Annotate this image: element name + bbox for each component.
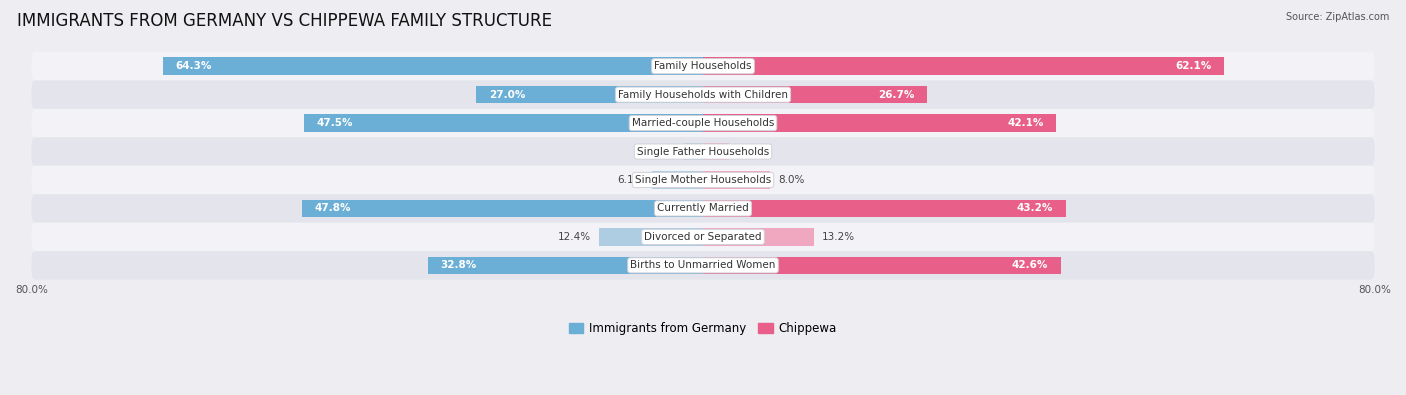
FancyBboxPatch shape <box>31 81 1375 109</box>
Text: Single Mother Households: Single Mother Households <box>636 175 770 185</box>
Text: Births to Unmarried Women: Births to Unmarried Women <box>630 260 776 270</box>
Bar <box>302 199 703 217</box>
Bar <box>163 57 703 75</box>
Text: Divorced or Separated: Divorced or Separated <box>644 232 762 242</box>
FancyBboxPatch shape <box>31 194 1375 223</box>
Bar <box>427 256 703 274</box>
Text: 42.1%: 42.1% <box>1008 118 1043 128</box>
Text: 3.1%: 3.1% <box>737 147 763 156</box>
Legend: Immigrants from Germany, Chippewa: Immigrants from Germany, Chippewa <box>565 317 841 340</box>
Text: 62.1%: 62.1% <box>1175 61 1212 71</box>
Bar <box>703 256 1060 274</box>
Text: 42.6%: 42.6% <box>1012 260 1047 270</box>
Text: 2.3%: 2.3% <box>648 147 675 156</box>
FancyBboxPatch shape <box>31 166 1375 194</box>
Text: 43.2%: 43.2% <box>1017 203 1053 213</box>
Bar <box>703 86 927 103</box>
Text: 13.2%: 13.2% <box>823 232 855 242</box>
FancyBboxPatch shape <box>31 52 1375 81</box>
FancyBboxPatch shape <box>31 223 1375 251</box>
Text: Family Households: Family Households <box>654 61 752 71</box>
Bar <box>477 86 703 103</box>
Bar <box>703 57 1225 75</box>
Text: Married-couple Households: Married-couple Households <box>631 118 775 128</box>
FancyBboxPatch shape <box>31 137 1375 166</box>
Text: 47.8%: 47.8% <box>315 203 352 213</box>
Bar <box>683 143 703 160</box>
Bar <box>703 199 1066 217</box>
Bar <box>652 171 703 189</box>
Bar <box>703 171 770 189</box>
Text: 64.3%: 64.3% <box>176 61 212 71</box>
Bar <box>703 114 1056 132</box>
Text: Source: ZipAtlas.com: Source: ZipAtlas.com <box>1285 12 1389 22</box>
Text: 12.4%: 12.4% <box>557 232 591 242</box>
Bar <box>304 114 703 132</box>
Bar <box>599 228 703 246</box>
Text: 32.8%: 32.8% <box>440 260 477 270</box>
Text: Single Father Households: Single Father Households <box>637 147 769 156</box>
Text: 47.5%: 47.5% <box>316 118 353 128</box>
Text: Family Households with Children: Family Households with Children <box>619 90 787 100</box>
Text: 26.7%: 26.7% <box>879 90 914 100</box>
Text: 6.1%: 6.1% <box>617 175 644 185</box>
Text: 8.0%: 8.0% <box>779 175 804 185</box>
Bar <box>703 228 814 246</box>
FancyBboxPatch shape <box>31 109 1375 137</box>
Text: IMMIGRANTS FROM GERMANY VS CHIPPEWA FAMILY STRUCTURE: IMMIGRANTS FROM GERMANY VS CHIPPEWA FAMI… <box>17 12 553 30</box>
Text: Currently Married: Currently Married <box>657 203 749 213</box>
Text: 27.0%: 27.0% <box>489 90 526 100</box>
Bar <box>703 143 730 160</box>
FancyBboxPatch shape <box>31 251 1375 280</box>
